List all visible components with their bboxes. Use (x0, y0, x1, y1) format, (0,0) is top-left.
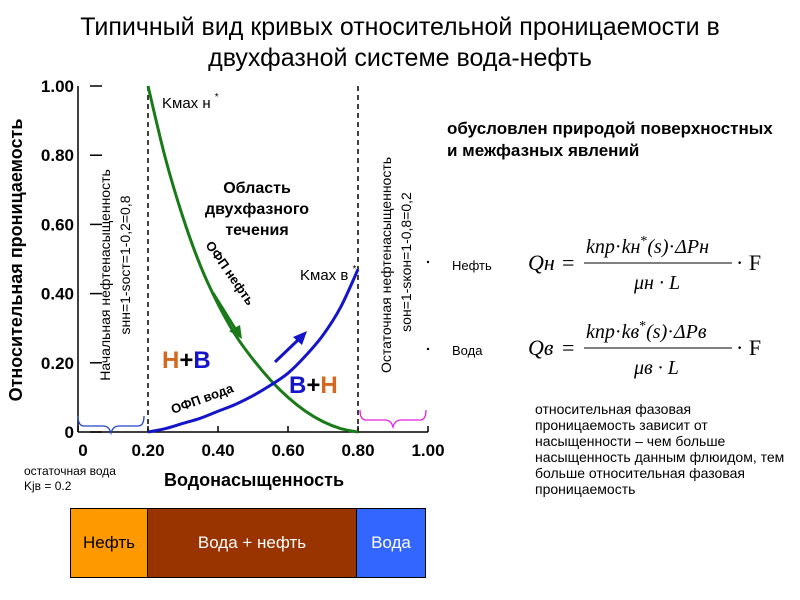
x-tick-label: 1.00 (411, 441, 444, 460)
x-tick-label: 0.80 (341, 441, 374, 460)
right-region-label: В+Н (289, 372, 338, 399)
oil-num-dp: ΔPн (674, 236, 709, 258)
y-tick-label: 0.60 (41, 215, 74, 234)
x-axis-label: Водонасыщенность (164, 470, 344, 490)
water-bullet (426, 347, 430, 351)
kmax-water-star: * (352, 264, 356, 275)
x-tick-label: 0 (78, 441, 87, 460)
water-num-k: kпр (586, 321, 615, 343)
left-region-v: В (193, 347, 210, 374)
y-tick-label: 1.00 (41, 77, 74, 96)
region-label-line-2: двухфазного (205, 201, 309, 218)
x-tick-label: 0.60 (271, 441, 304, 460)
oil-flow-formula: Qн = kпр·kн*(s)·ΔPн μн · L · F (528, 234, 761, 294)
initial-oil-saturation-formula: sнн=1-sост=1-0,2=0,8 (117, 195, 133, 334)
water-num-k2: kв (622, 321, 640, 343)
right-panel-heading: обусловлен природой поверхностных и межф… (447, 119, 773, 160)
kmax-oil-text: Kмах н (162, 95, 211, 112)
residual-water-line-1: остаточная вода (24, 464, 116, 478)
oil-arrow (211, 292, 242, 339)
oil-num-k: kпр (586, 236, 615, 258)
left-region-label: Н+В (162, 347, 211, 374)
water-num-star: * (639, 319, 646, 334)
region-label-line-1: Область (223, 180, 291, 197)
residual-oil-saturation-text: Остаточная нефтенасыщенность (378, 157, 394, 373)
oil-formula-label: Нефть (452, 258, 492, 273)
x-tick-label: 0.40 (201, 441, 234, 460)
oil-num-dot1: · (615, 236, 622, 258)
kmax-oil-label: Kмах н * (162, 92, 219, 112)
oil-num-star: * (640, 234, 647, 249)
initial-oil-saturation-text: Начальная нефтенасыщенность (97, 169, 113, 381)
oil-num-dot2: · (668, 236, 675, 258)
left-region-h: Н (162, 347, 179, 374)
oil-formula-tail: · F (736, 250, 761, 275)
x-tick-label: 0.20 (131, 441, 164, 460)
right-panel-description: относительная фазовая проницаемость зави… (535, 401, 785, 497)
oil-formula-numerator: kпр·kн*(s)·ΔPн (586, 234, 709, 258)
water-formula-numerator: kпр·kв*(s)·ΔPв (586, 319, 707, 343)
water-formula-label: Вода (452, 343, 483, 358)
left-brace (77, 415, 145, 436)
water-formula-lhs: Qв (528, 335, 554, 360)
oil-relperm-curve (146, 85, 359, 434)
y-axis-label: Относительная проницаемость (6, 119, 26, 402)
y-tick-label: 0.40 (41, 285, 74, 304)
water-num-s: (s) (646, 321, 667, 343)
oil-bullet (426, 260, 430, 264)
bar-mix-segment: Вода + нефть (148, 508, 357, 578)
right-brace (359, 409, 427, 430)
oil-formula-lhs: Qн (528, 250, 555, 275)
kmax-oil-star: * (215, 92, 219, 103)
y-tick-label: 0 (65, 423, 74, 442)
y-tick-label: 0.80 (41, 146, 74, 165)
residual-water-note: остаточная вода Kjв = 0.2 (24, 464, 116, 494)
bar-oil-segment: Нефть (70, 508, 148, 578)
residual-water-line-2: Kjв = 0.2 (24, 479, 72, 493)
water-formula-denominator: μв · L (633, 357, 679, 379)
chart-curves (146, 85, 360, 434)
oil-formula-denominator: μн · L (633, 272, 680, 294)
left-region-plus: + (179, 347, 193, 374)
oil-num-k2: kн (622, 236, 641, 258)
water-num-dp: ΔPв (673, 321, 707, 343)
water-formula-tail: · F (736, 335, 761, 360)
title-line-2: двухфазной системе вода-нефть (208, 44, 592, 72)
chart-axes: 0 0.20 0.40 0.60 0.80 1.00 0 0.20 0.40 0.60 0.80 1.… (41, 77, 445, 460)
water-num-dot2: · (667, 321, 674, 343)
water-formula-eq: = (562, 335, 574, 360)
water-num-dot1: · (615, 321, 622, 343)
kmax-water-label: Kмах в * (300, 264, 356, 284)
oil-num-s: (s) (647, 236, 668, 258)
kmax-water-text: Kмах в (300, 267, 348, 284)
title-line-1: Типичный вид кривых относительной прониц… (80, 13, 720, 41)
water-relperm-curve (147, 268, 360, 434)
right-region-h: Н (320, 372, 337, 399)
right-region-plus: + (306, 372, 320, 399)
oil-curve-label: ОФП нефть (203, 238, 258, 308)
water-curve-label: ОФП вода (169, 380, 236, 417)
residual-oil-saturation-formula: sон=1-sкон=1-0,8=0,2 (398, 192, 414, 332)
water-arrow (273, 331, 307, 364)
water-flow-formula: Qв = kпр·kв*(s)·ΔPв μв · L · F (528, 319, 761, 379)
oil-formula-eq: = (562, 250, 574, 275)
right-region-v: В (289, 372, 306, 399)
y-tick-label: 0.20 (41, 354, 74, 373)
region-label-line-3: течения (225, 222, 288, 239)
bar-water-segment: Вода (357, 508, 426, 578)
slide-title: Типичный вид кривых относительной прониц… (0, 12, 800, 74)
